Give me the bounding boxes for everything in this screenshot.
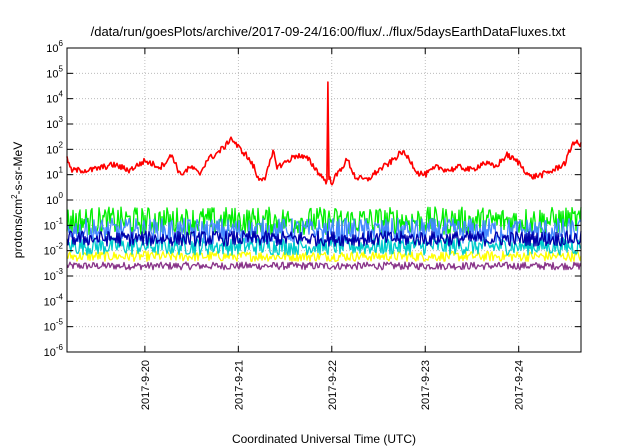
y-tick-label: 10-3 xyxy=(44,267,64,283)
y-tick-label: 10-5 xyxy=(44,318,64,334)
y-tick-label: 105 xyxy=(46,64,63,80)
y-tick-label: 10-1 xyxy=(44,216,64,232)
y-tick-label: 10-2 xyxy=(44,242,64,258)
x-tick-label: 2017-9-20 xyxy=(140,360,152,410)
series-layer xyxy=(66,81,582,271)
series-line xyxy=(66,250,582,262)
y-tick-label: 102 xyxy=(46,140,63,156)
y-tick-label: 10-6 xyxy=(44,343,64,359)
y-axis-label: protons/cm2-s-sr-MeV xyxy=(10,142,25,258)
x-tick-label: 2017-9-21 xyxy=(233,360,245,410)
y-tick-label: 103 xyxy=(46,115,63,131)
y-axis: 10-6 10-5 10-4 10-3 10-2 10-1 100 101 102 103 104 1… xyxy=(44,39,581,359)
y-tick-label: 106 xyxy=(46,39,63,55)
x-axis-label: Coordinated Universal Time (UTC) xyxy=(232,432,416,446)
x-axis: 2017-9-20 2017-9-21 2017-9-22 2017-9-23 2017… xyxy=(140,48,526,410)
y-tick-label: 101 xyxy=(46,166,63,182)
x-tick-label: 2017-9-24 xyxy=(514,360,526,410)
x-tick-label: 2017-9-22 xyxy=(327,360,339,410)
grid-lines xyxy=(67,48,581,352)
series-line xyxy=(66,230,582,247)
series-line xyxy=(66,81,582,186)
x-tick-label: 2017-9-23 xyxy=(420,360,432,410)
series-line xyxy=(66,261,582,271)
chart-title: /data/run/goesPlots/archive/2017-09-24/1… xyxy=(91,24,566,39)
plot-frame xyxy=(66,47,582,353)
y-tick-label: 10-4 xyxy=(44,292,64,308)
y-tick-label: 100 xyxy=(46,191,63,207)
series-line xyxy=(66,236,582,256)
series-line xyxy=(66,206,582,236)
y-tick-label: 104 xyxy=(46,90,63,106)
